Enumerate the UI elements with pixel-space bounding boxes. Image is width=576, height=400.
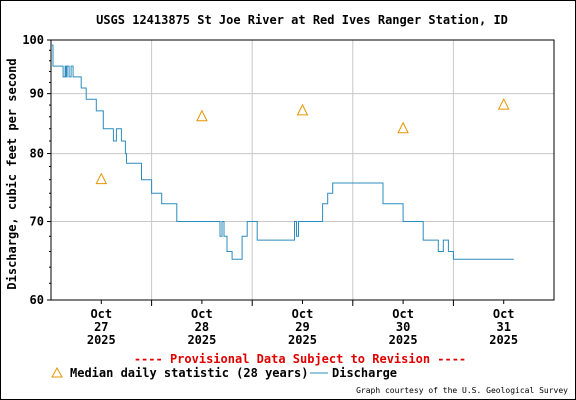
y-tick-label: 60: [30, 293, 44, 307]
y-tick-label: 90: [30, 87, 44, 101]
discharge-line: [51, 44, 514, 260]
legend-median-triangle-icon: [51, 366, 63, 378]
x-tick-label: 30: [396, 320, 410, 334]
x-tick-label: 2025: [87, 333, 116, 347]
x-tick-label: 2025: [288, 333, 317, 347]
median-point: [397, 121, 409, 134]
x-tick-label: 27: [94, 320, 108, 334]
y-tick-label: 100: [22, 33, 44, 47]
x-tick-label: 31: [496, 320, 510, 334]
legend: Median daily statistic (28 years) Discha…: [51, 366, 397, 380]
x-tick-label: Oct: [392, 307, 414, 321]
median-point: [296, 103, 309, 116]
y-axis-ticks: 100 90 80 70 60: [22, 33, 51, 307]
y-tick-label: 80: [30, 147, 44, 161]
x-tick-label: 28: [195, 320, 209, 334]
provisional-notice: ---- Provisional Data Subject to Revisio…: [134, 352, 466, 366]
legend-discharge-label: Discharge: [332, 366, 397, 380]
plot-area: [50, 39, 555, 301]
x-tick-label: 2025: [489, 333, 518, 347]
x-tick-label: 29: [295, 320, 309, 334]
median-point: [95, 172, 108, 185]
chart-title: USGS 12413875 St Joe River at Red Ives R…: [96, 13, 508, 27]
y-axis-label: Discharge, cubic feet per second: [5, 58, 19, 289]
median-point: [196, 109, 208, 122]
graph-credit: Graph courtesy of the U.S. Geological Su…: [356, 386, 568, 395]
x-tick-label: Oct: [191, 307, 213, 321]
x-tick-label: 2025: [389, 333, 418, 347]
x-tick-label: Oct: [90, 307, 112, 321]
grid-lines: [51, 40, 554, 300]
x-tick-label: 2025: [187, 333, 216, 347]
median-point: [497, 97, 510, 110]
x-tick-label: Oct: [292, 307, 314, 321]
y-tick-label: 70: [30, 215, 44, 229]
legend-median-label: Median daily statistic (28 years): [70, 366, 308, 380]
series-layer: [51, 44, 514, 260]
x-axis-ticks: Oct272025Oct282025Oct292025Oct302025Oct3…: [87, 300, 518, 347]
x-tick-label: Oct: [493, 307, 515, 321]
